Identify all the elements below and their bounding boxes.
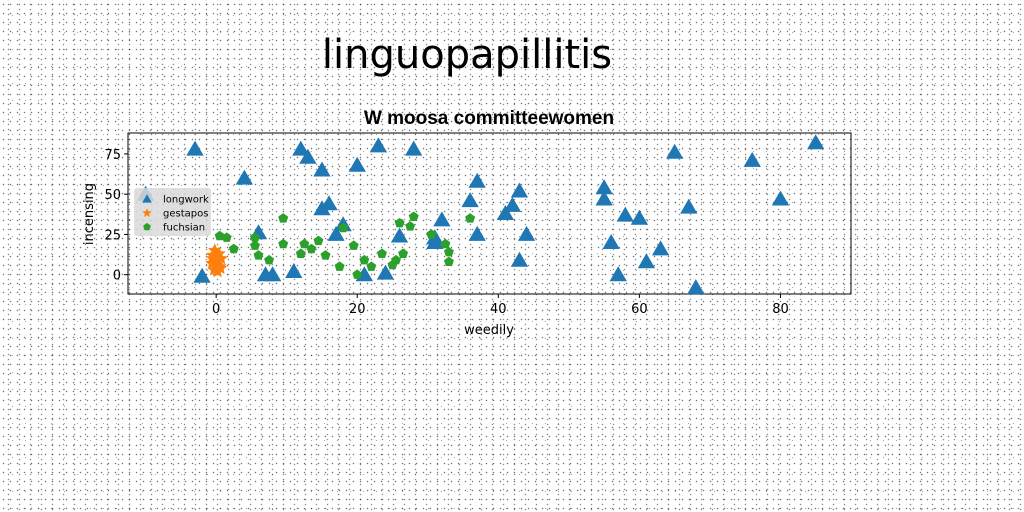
longwork-point (743, 151, 761, 167)
fuchsian-point (394, 217, 405, 228)
longwork-point (637, 253, 656, 269)
longwork-point (771, 190, 790, 206)
fuchsian-point (366, 261, 377, 271)
legend-label-fuchsian: fuchsian (163, 223, 205, 234)
fuchsian-point (359, 254, 370, 265)
chart-title: W moosa committeewomen (364, 108, 614, 129)
fuchsian-point (214, 230, 225, 241)
legend-label-gestapos: gestapos (163, 209, 208, 220)
longwork-point (630, 209, 649, 225)
gestapos-point (213, 261, 228, 275)
longwork-point (186, 140, 204, 156)
longwork-point (292, 140, 310, 156)
fuchsian-point (440, 238, 451, 249)
longwork-point (376, 264, 395, 280)
longwork-point (468, 172, 486, 188)
legend-marker-fuchsian (143, 222, 151, 231)
longwork-point (461, 192, 479, 208)
x-tick-label: 80 (772, 302, 789, 317)
longwork-point (405, 140, 423, 156)
fuchsian-point (320, 250, 331, 260)
fuchsian-point (352, 269, 363, 279)
data-points (137, 134, 825, 295)
page-heading: linguopapillitis (321, 32, 613, 78)
y-axis-label: incensing (82, 183, 97, 245)
longwork-point (369, 137, 388, 153)
fuchsian-point (391, 254, 401, 265)
longwork-point (193, 267, 211, 283)
fuchsian-point (426, 229, 437, 239)
fuchsian-point (250, 232, 260, 242)
fuchsian-point (221, 232, 232, 242)
y-tick-label: 50 (104, 188, 121, 203)
legend-box (134, 188, 211, 236)
longwork-point (687, 279, 705, 295)
fuchsian-point (264, 254, 275, 265)
gestapos-point (207, 243, 222, 257)
longwork-point (263, 266, 282, 282)
legend: longwork gestapos fuchsian (134, 188, 211, 236)
longwork-point (517, 225, 536, 241)
y-tick-label: 0 (113, 269, 121, 284)
longwork-point (595, 190, 613, 206)
fuchsian-point (338, 222, 349, 233)
legend-marker-longwork (142, 194, 152, 203)
fuchsian-point (278, 213, 289, 223)
longwork-point (510, 182, 529, 198)
plot-frame (127, 132, 852, 295)
fuchsian-point (376, 248, 387, 258)
longwork-point (285, 263, 303, 278)
fuchsian-point (348, 240, 359, 250)
longwork-point (313, 161, 331, 177)
fuchsian-point (306, 243, 317, 254)
longwork-point (616, 206, 634, 222)
fuchsian-point (250, 240, 260, 250)
longwork-point (235, 169, 253, 185)
x-tick-label: 0 (212, 302, 220, 317)
y-tick-label: 25 (104, 228, 121, 243)
fuchsian-point (228, 243, 239, 254)
longwork-point (299, 148, 317, 164)
longwork-point (348, 156, 366, 172)
legend-marker-gestapos (142, 208, 152, 217)
legend-label-longwork: longwork (163, 195, 209, 206)
longwork-point (390, 227, 409, 243)
longwork-point (327, 225, 345, 241)
plot-area (127, 132, 852, 295)
gestapos-point (205, 251, 220, 265)
fuchsian-point (443, 256, 454, 266)
fuchsian-point (295, 248, 306, 258)
longwork-point (602, 234, 620, 249)
longwork-point (666, 143, 684, 159)
x-tick-label: 40 (490, 302, 507, 317)
fuchsian-point (405, 221, 416, 231)
x-axis-label: weedily (464, 323, 514, 338)
x-tick-label: 60 (631, 302, 648, 317)
fuchsian-point (443, 246, 454, 257)
longwork-point (433, 211, 451, 227)
axis-ticks: 0 20 40 60 80 0 25 50 75 (104, 148, 788, 317)
fuchsian-point (465, 213, 476, 223)
longwork-point (609, 266, 627, 282)
longwork-point (510, 251, 529, 267)
longwork-point (503, 196, 522, 212)
fuchsian-point (334, 261, 345, 271)
fuchsian-point (299, 238, 310, 249)
fuchsian-point (408, 211, 419, 221)
longwork-point (496, 205, 514, 220)
longwork-point (595, 179, 613, 195)
fuchsian-point (398, 248, 409, 258)
longwork-point (651, 240, 670, 256)
fuchsian-point (253, 250, 264, 260)
y-tick-label: 75 (104, 148, 121, 163)
x-tick-label: 20 (349, 302, 366, 317)
longwork-point (807, 134, 825, 150)
longwork-point (680, 198, 698, 214)
longwork-point (320, 195, 338, 211)
longwork-point (468, 225, 486, 241)
fuchsian-point (313, 235, 324, 246)
fuchsian-point (278, 238, 289, 249)
